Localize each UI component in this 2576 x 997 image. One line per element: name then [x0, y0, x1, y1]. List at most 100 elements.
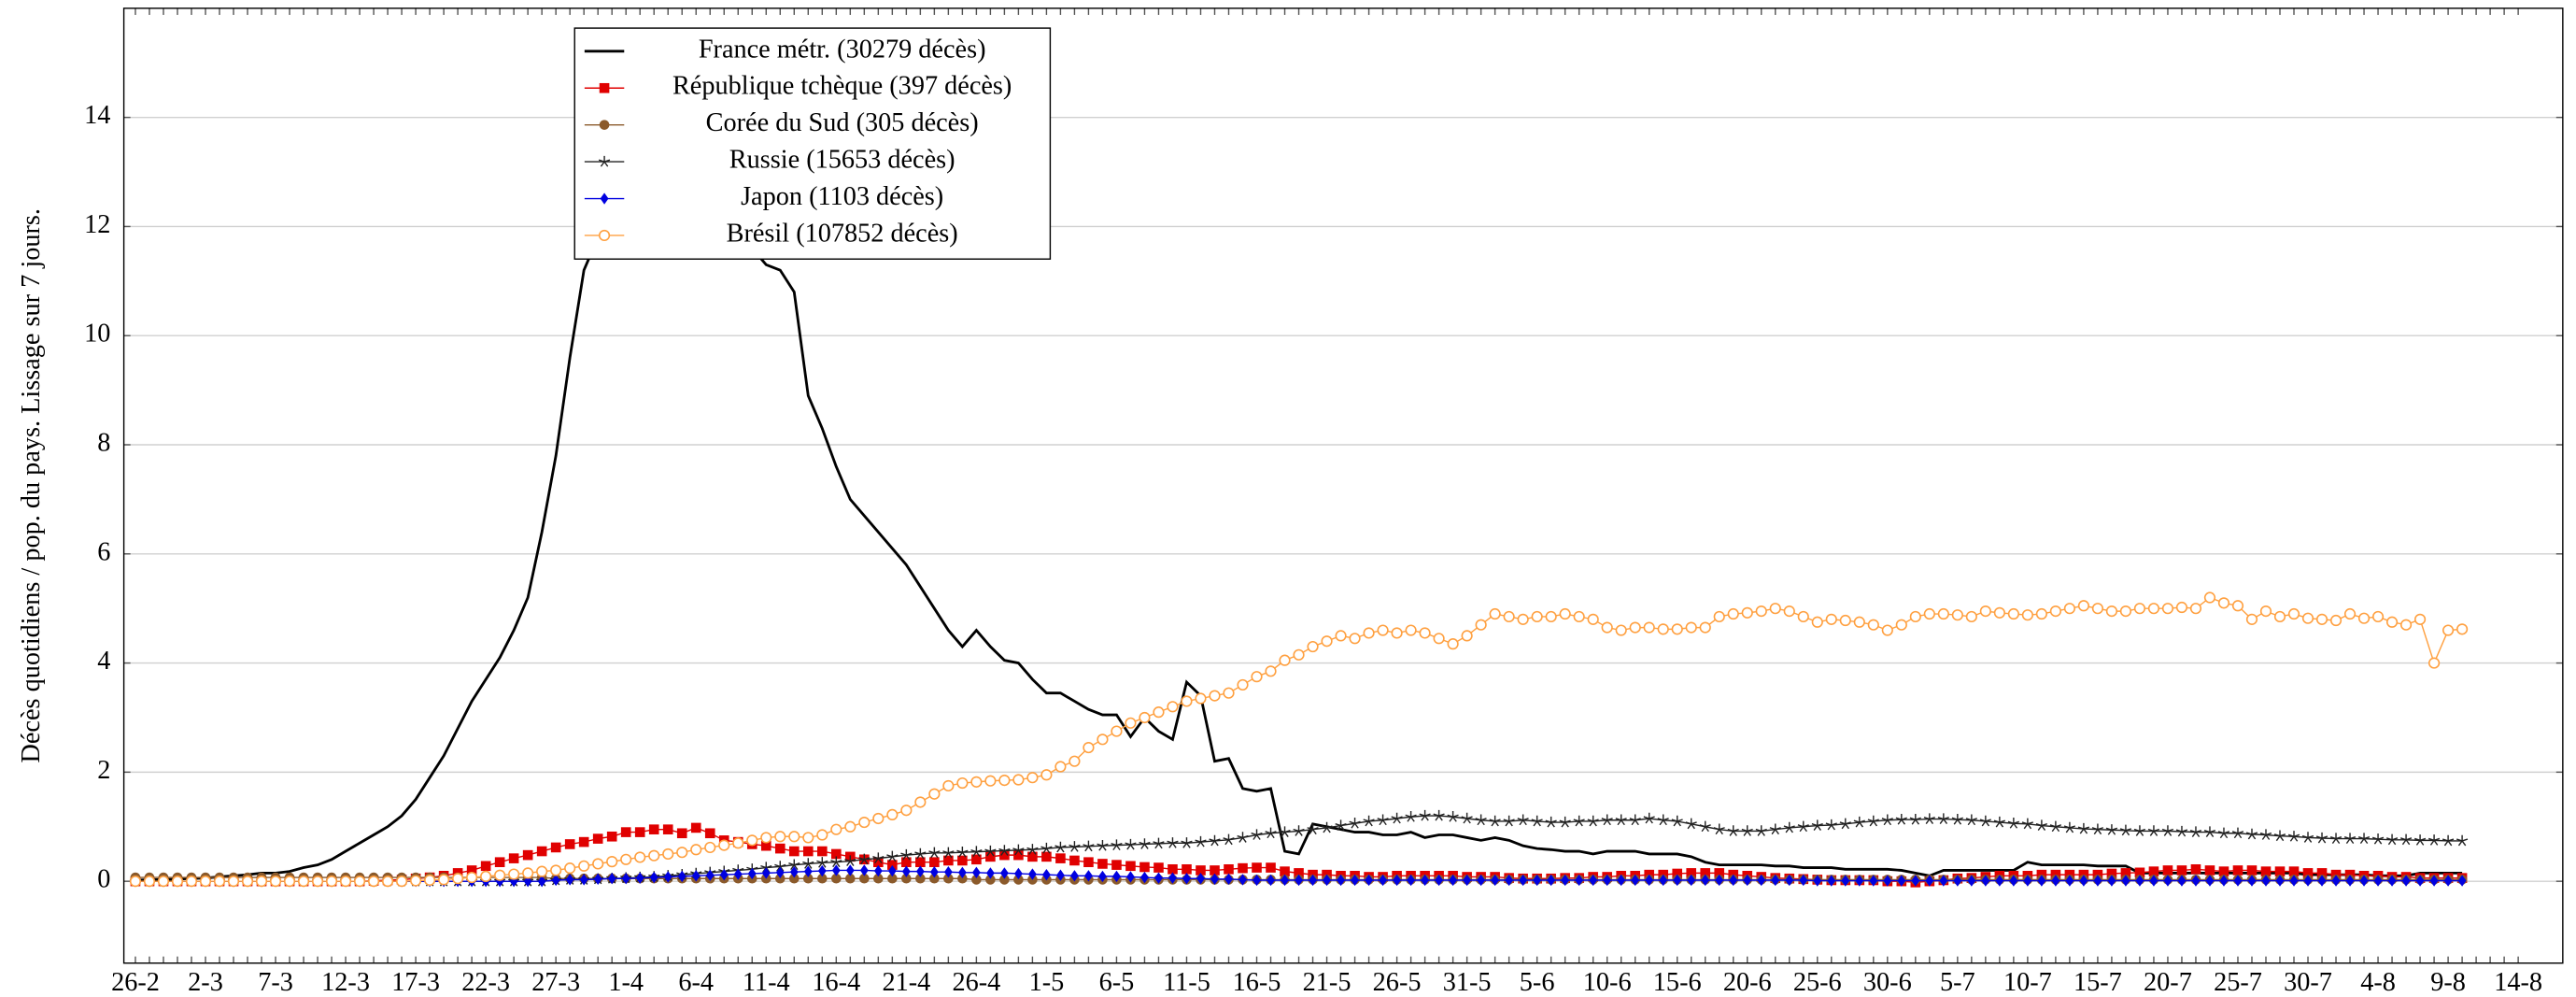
- marker: [1447, 811, 1459, 822]
- marker: [816, 829, 828, 841]
- x-tick-label: 9-8: [2430, 968, 2466, 997]
- marker: [999, 849, 1010, 861]
- marker: [1491, 874, 1500, 887]
- marker: [2246, 865, 2258, 876]
- marker: [1825, 613, 1837, 625]
- marker: [1266, 862, 1276, 873]
- marker: [2051, 875, 2060, 887]
- marker: [1265, 827, 1277, 839]
- marker: [2049, 605, 2061, 618]
- marker: [1111, 860, 1122, 870]
- x-tick-label: 15-6: [1653, 968, 1702, 997]
- legend-marker: [598, 229, 611, 242]
- marker: [1659, 874, 1668, 887]
- marker: [775, 866, 785, 878]
- marker: [998, 845, 1011, 856]
- marker: [887, 860, 898, 870]
- marker: [1811, 616, 1823, 628]
- marker: [466, 865, 477, 876]
- marker: [1139, 862, 1150, 873]
- marker: [606, 831, 617, 842]
- marker: [1168, 872, 1177, 884]
- y-tick-label: 10: [84, 320, 110, 349]
- marker: [2456, 623, 2469, 635]
- marker: [886, 850, 899, 862]
- marker: [817, 864, 827, 877]
- marker: [1294, 868, 1304, 878]
- marker: [1603, 874, 1612, 887]
- marker: [662, 847, 674, 861]
- marker: [1797, 610, 1809, 623]
- marker: [1839, 818, 1851, 830]
- marker: [1895, 619, 1907, 631]
- marker: [1589, 874, 1598, 887]
- marker: [788, 873, 800, 884]
- marker: [1771, 874, 1780, 887]
- marker: [1657, 623, 1669, 635]
- marker: [2219, 875, 2229, 887]
- marker: [690, 844, 702, 856]
- marker: [1727, 825, 1739, 836]
- marker: [845, 864, 855, 876]
- x-tick-label: 26-5: [1373, 968, 1422, 997]
- marker: [1167, 701, 1179, 713]
- marker: [1701, 874, 1710, 887]
- marker: [2105, 824, 2118, 835]
- marker: [2401, 875, 2411, 887]
- marker: [2427, 657, 2441, 669]
- marker: [1280, 866, 1290, 876]
- marker: [381, 876, 394, 888]
- marker: [550, 842, 561, 853]
- marker: [2289, 875, 2299, 887]
- marker: [1393, 874, 1402, 887]
- marker: [2161, 825, 2174, 836]
- marker: [816, 846, 828, 857]
- marker: [1069, 855, 1080, 866]
- marker: [634, 827, 645, 837]
- marker: [1461, 812, 1473, 824]
- marker: [1295, 874, 1303, 887]
- marker: [970, 846, 983, 858]
- marker: [985, 875, 996, 885]
- marker: [1140, 871, 1149, 884]
- marker: [901, 873, 912, 884]
- marker: [1041, 868, 1051, 881]
- marker: [2007, 607, 2019, 620]
- marker: [1153, 837, 1165, 849]
- marker: [1909, 813, 1921, 825]
- marker: [1237, 678, 1249, 691]
- marker: [1182, 863, 1192, 875]
- marker: [2063, 821, 2076, 833]
- marker: [1575, 874, 1584, 887]
- marker: [859, 864, 869, 876]
- marker: [522, 849, 533, 861]
- marker: [1629, 814, 1641, 826]
- marker: [1181, 695, 1193, 707]
- marker: [844, 855, 856, 866]
- marker: [942, 847, 955, 859]
- marker: [985, 851, 996, 862]
- marker: [1869, 875, 1878, 887]
- marker: [1084, 870, 1093, 882]
- x-tick-label: 10-7: [2003, 968, 2052, 997]
- marker: [1547, 874, 1556, 887]
- marker: [985, 867, 995, 879]
- marker: [943, 855, 954, 866]
- marker: [2007, 818, 2019, 829]
- marker: [2345, 875, 2355, 887]
- marker: [565, 874, 574, 886]
- x-tick-label: 30-6: [1863, 968, 1912, 997]
- marker: [1979, 815, 1991, 827]
- marker: [2259, 829, 2272, 840]
- marker: [1223, 687, 1235, 699]
- marker: [928, 847, 941, 859]
- marker: [550, 864, 562, 876]
- marker: [1587, 815, 1599, 827]
- marker: [2091, 823, 2104, 835]
- marker: [929, 857, 940, 868]
- marker: [914, 796, 927, 808]
- x-tick-label: 15-7: [2074, 968, 2122, 997]
- marker: [1097, 734, 1109, 746]
- marker: [2343, 607, 2357, 620]
- marker: [1825, 819, 1837, 831]
